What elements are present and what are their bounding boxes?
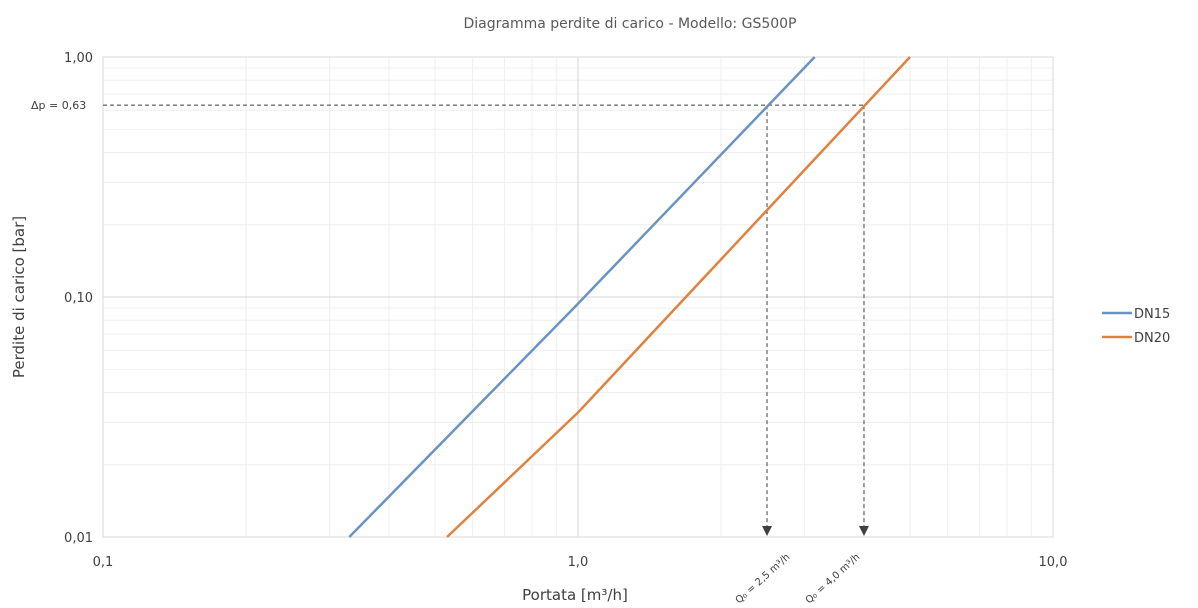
dp-annotation-label: Δp = 0,63 [31,99,86,112]
y-tick-label: 0,10 [64,291,93,306]
y-tick-label: 1,00 [64,51,93,66]
legend: DN15 DN20 [1102,307,1170,346]
arrow-down-icon [762,526,773,536]
series-line-dn20 [446,56,911,538]
grid [102,56,1054,538]
chart-title: Diagramma perdite di carico - Modello: G… [463,16,796,32]
arrow-down-icon [858,526,869,536]
x-axis-title: Portata [m³/h] [522,586,628,604]
tick-labels: 0,1 1,0 10,0 0,01 0,10 1,00 [64,51,1067,570]
guide-lines [103,104,869,536]
plot-area [102,56,1054,538]
y-tick-label: 0,01 [64,531,93,546]
q-dn15-annotation: Q₀ = 2,5 m³/h [734,552,793,606]
legend-label-dn15: DN15 [1134,307,1170,322]
x-tick-label: 1,0 [568,555,589,570]
legend-label-dn20: DN20 [1134,331,1170,346]
y-axis-title: Perdite di carico [bar] [10,216,28,378]
series-lines [348,56,911,538]
x-tick-label: 10,0 [1039,555,1068,570]
series-line-dn15 [348,56,816,538]
x-tick-label: 0,1 [93,555,114,570]
q-dn20-annotation: Q₀ = 4,0 m³/h [804,552,863,606]
